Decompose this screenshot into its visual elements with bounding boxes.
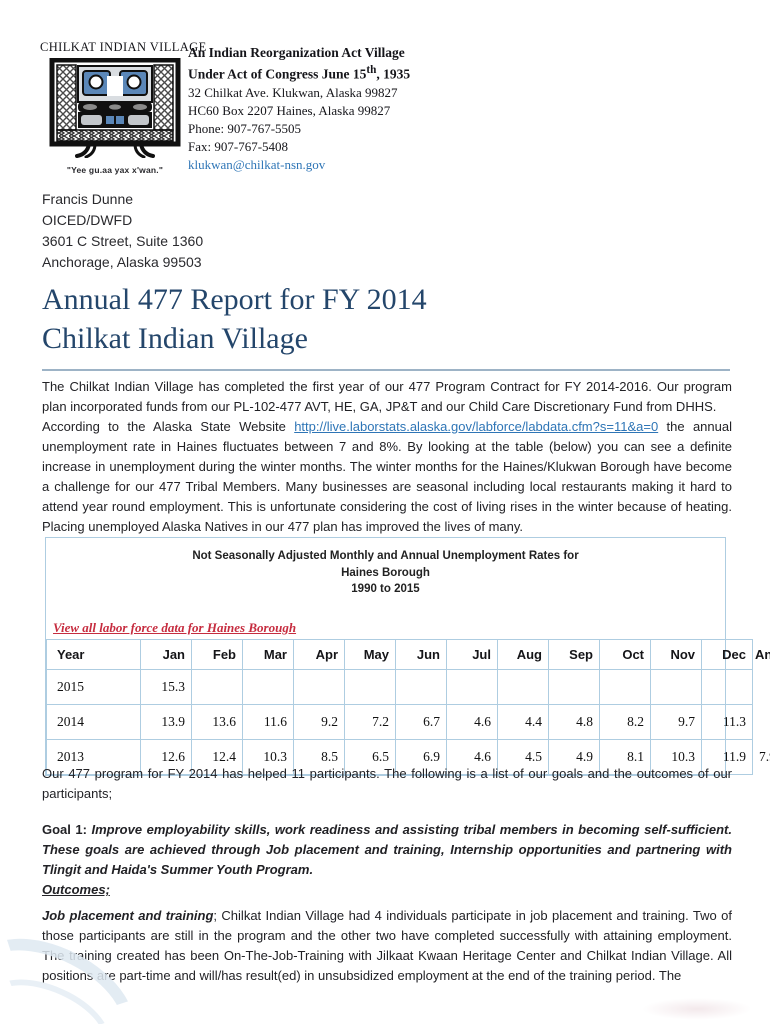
org-fax: Fax: 907-767-5408 [188, 138, 289, 154]
org-description-line: An Indian Reorganization Act Village [188, 45, 405, 60]
ordinal-superscript: th [366, 63, 377, 76]
column-header-oct: Oct [599, 639, 651, 671]
recipient-name: Francis Dunne [42, 191, 134, 207]
org-address-klukwan: 32 Chilkat Ave. Klukwan, Alaska 99827 [188, 84, 398, 100]
table-cell [293, 669, 345, 706]
table-cell [191, 669, 243, 706]
org-act-line: Under Act of Congress June 15th, 1935 [188, 63, 411, 82]
intro-text-part2-after: the annual unemployment rate in Haines f… [42, 419, 732, 534]
table-cell [395, 669, 447, 706]
table-cell: 6.5 [344, 739, 396, 776]
intro-paragraph: The Chilkat Indian Village has completed… [42, 377, 732, 537]
table-title: Not Seasonally Adjusted Monthly and Annu… [46, 538, 725, 598]
column-header-nov: Nov [650, 639, 702, 671]
laborstats-url-link[interactable]: http://live.laborstats.alaska.gov/labfor… [294, 419, 659, 434]
table-row: 2013 12.6 12.4 10.3 8.5 6.5 6.9 4.6 4.5 4.9 8.1 10.… [46, 739, 770, 776]
column-header-feb: Feb [191, 639, 243, 671]
org-email-link[interactable]: klukwan@chilkat-nsn.gov [188, 156, 326, 172]
letterhead-right: An Indian Reorganization Act Village Und… [188, 44, 410, 173]
outcomes-heading: Outcomes; [42, 882, 110, 897]
report-title: Annual 477 Report for FY 2014 Chilkat In… [42, 280, 730, 371]
chilkat-village-logo-icon [49, 57, 181, 163]
intro-text-part2-before: According to the Alaska State Website [42, 419, 295, 434]
footer-smudge-decoration [642, 998, 752, 1020]
letterhead-left: CHILKAT INDIAN VILLAGE [40, 40, 207, 175]
column-header-mar: Mar [242, 639, 294, 671]
table-cell [446, 669, 498, 706]
recipient-city: Anchorage, Alaska 99503 [42, 254, 202, 270]
table-cell: 4.9 [548, 739, 600, 776]
table-cell: 2014 [46, 704, 141, 741]
table-cell [242, 669, 294, 706]
table-cell: 15.3 [140, 669, 192, 706]
column-header-jul: Jul [446, 639, 498, 671]
table-cell [497, 669, 549, 706]
table-cell [599, 669, 651, 706]
column-header-aug: Aug [497, 639, 549, 671]
labor-force-data-link[interactable]: View all labor force data for Haines Bor… [53, 620, 297, 636]
recipient-address-block: Francis Dunne OICED/DWFD 3601 C Street, … [42, 189, 203, 273]
table-row: 2014 13.9 13.6 11.6 9.2 7.2 6.7 4.6 4.4 4.8 8.2 9.7… [46, 704, 753, 741]
unemployment-table-box: Not Seasonally Adjusted Monthly and Annu… [45, 537, 770, 777]
table-title-line2: Haines Borough [341, 566, 430, 579]
table-title-line3: 1990 to 2015 [351, 583, 420, 596]
table-cell: 6.7 [395, 704, 447, 741]
table-cell: 13.9 [140, 704, 192, 741]
column-header-may: May [344, 639, 396, 671]
job-placement-text: ; Chilkat Indian Village had 4 individua… [42, 908, 733, 983]
table-row: 2015 15.3 [46, 669, 753, 706]
table-cell: 8.2 [599, 704, 651, 741]
table-cell [701, 669, 753, 706]
table-cell: 8.1 [599, 739, 651, 776]
table-cell: 7.2 [344, 704, 396, 741]
org-phone: Phone: 907-767-5505 [188, 120, 302, 136]
job-placement-paragraph: Job placement and training; Chilkat Indi… [42, 906, 732, 986]
report-title-line2: Chilkat Indian Village [42, 322, 308, 355]
column-header-year: Year [46, 639, 141, 671]
table-cell: 10.3 [242, 739, 294, 776]
table-cell [548, 669, 600, 706]
column-header-dec: Dec [701, 639, 753, 671]
recipient-department: OICED/DWFD [42, 212, 133, 228]
unemployment-table: Year Jan Feb Mar Apr May Jun Jul Aug Sep Oct Nov Dec… [46, 639, 770, 776]
intro-text-part1: The Chilkat Indian Village has completed… [42, 379, 732, 414]
table-cell: 12.4 [191, 739, 243, 776]
table-cell: 9.2 [293, 704, 345, 741]
participants-paragraph: Our 477 program for FY 2014 has helped 1… [42, 766, 732, 801]
table-cell: 2015 [46, 669, 141, 706]
table-cell: 4.6 [446, 704, 498, 741]
goal1-label: Goal 1: [42, 822, 92, 837]
table-cell: 10.3 [650, 739, 702, 776]
table-cell: 2013 [46, 739, 141, 776]
table-cell: 9.7 [650, 704, 702, 741]
table-title-line1: Not Seasonally Adjusted Monthly and Annu… [192, 550, 579, 562]
table-cell: 11.3 [701, 704, 753, 741]
column-header-jun: Jun [395, 639, 447, 671]
table-cell: 11.6 [242, 704, 294, 741]
table-cell: 4.8 [548, 704, 600, 741]
report-title-line1: Annual 477 Report for FY 2014 [42, 283, 427, 316]
table-body: 2015 15.3 2014 13.9 13.6 11.6 9.2 7.2 6.7 4.6 4.4 4… [46, 669, 770, 776]
table-header-row: Year Jan Feb Mar Apr May Jun Jul Aug Sep Oct Nov Dec… [46, 639, 770, 671]
recipient-street: 3601 C Street, Suite 1360 [42, 233, 204, 249]
table-cell [344, 669, 396, 706]
org-name: CHILKAT INDIAN VILLAGE [40, 40, 207, 54]
table-cell [650, 669, 702, 706]
table-cell: 8.5 [293, 739, 345, 776]
goal1-text: Improve employability skills, work readi… [42, 822, 732, 877]
table-cell: 11.9 [701, 739, 753, 776]
logo-motto: "Yee gu.aa yax x'wan." [66, 165, 164, 175]
table-cell: 4.4 [497, 704, 549, 741]
org-address-haines: HC60 Box 2207 Haines, Alaska 99827 [188, 102, 391, 118]
column-header-apr: Apr [293, 639, 345, 671]
column-header-sep: Sep [548, 639, 600, 671]
job-placement-label: Job placement and training [42, 908, 214, 923]
goal1-paragraph: Goal 1: Improve employability skills, wo… [42, 820, 732, 900]
column-header-jan: Jan [140, 639, 192, 671]
table-cell: 4.6 [446, 739, 498, 776]
table-cell: 13.6 [191, 704, 243, 741]
